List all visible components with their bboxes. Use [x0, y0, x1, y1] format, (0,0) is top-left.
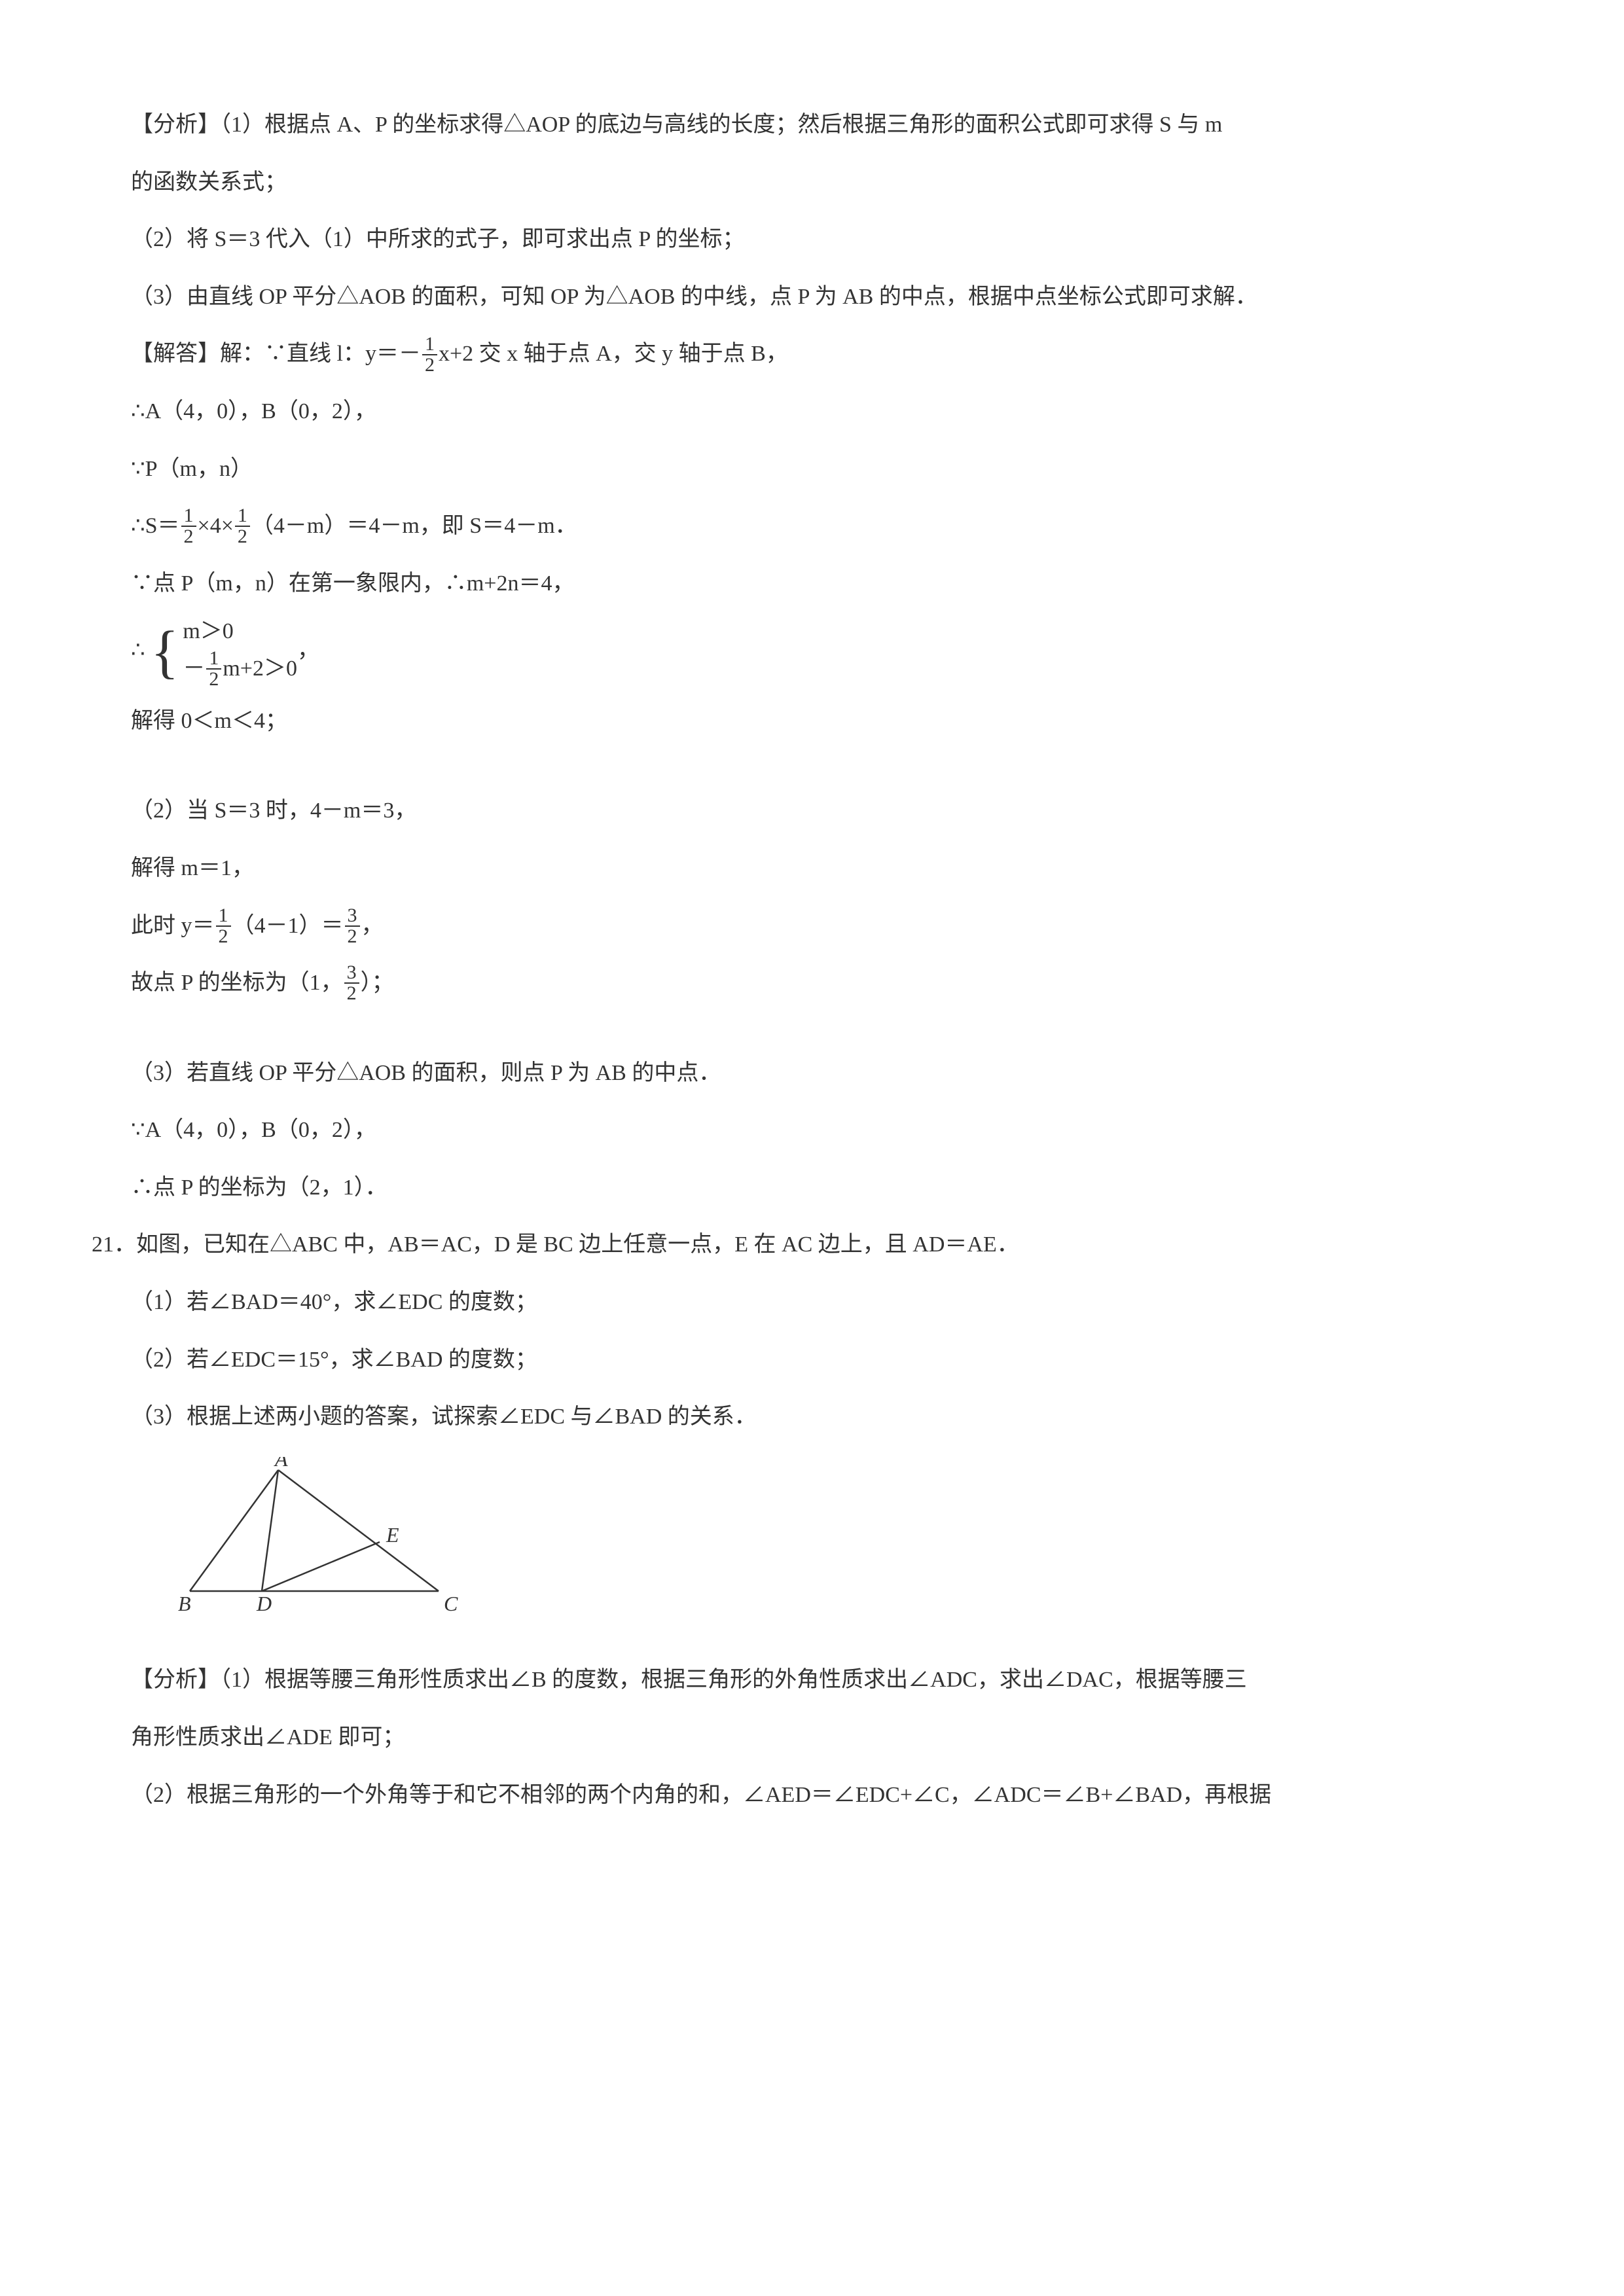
sol-l6-tail: ， — [297, 638, 319, 662]
part2-l2: 解得 m＝1， — [85, 842, 1539, 895]
svg-text:A: A — [274, 1457, 288, 1471]
brace-lines: m＞0 －12m+2＞0 — [183, 614, 297, 690]
part2-l3: 此时 y＝12（4－1）＝32， — [85, 899, 1539, 953]
analysis-block: 【分析】（1）根据点 A、P 的坐标求得△AOP 的底边与高线的长度；然后根据三… — [85, 98, 1539, 152]
sol-l1-b: x+2 交 x 轴于点 A，交 y 轴于点 B， — [439, 342, 788, 366]
q21-sub2: （2）若∠EDC＝15°，求∠BAD 的度数； — [85, 1333, 1539, 1387]
sol-l5: ∵点 P（m，n）在第一象限内，∴m+2n＝4， — [85, 557, 1539, 611]
q21-analysis-l2: 角形性质求出∠ADE 即可； — [85, 1711, 1539, 1765]
q21-sub1: （1）若∠BAD＝40°，求∠EDC 的度数； — [85, 1276, 1539, 1329]
brace-line-2b: m+2＞0 — [223, 656, 297, 681]
spacer-1 — [85, 751, 1539, 784]
triangle-figure: A B C D E — [85, 1457, 1539, 1647]
part3-l3: ∴点 P 的坐标为（2，1）． — [85, 1161, 1539, 1215]
q21-analysis-text-1: （1）根据等腰三角形性质求出∠B 的度数，根据三角形的外角性质求出∠ADC，求出… — [220, 1668, 1247, 1692]
frac-3over2-1: 32 — [345, 906, 360, 946]
frac-half-3: 12 — [235, 506, 250, 547]
sol-l6-prefix: ∴ — [131, 638, 145, 662]
sol-l4: ∴S＝12×4×12（4－m）＝4－m，即 S＝4－m． — [85, 499, 1539, 553]
analysis-label-2: 【分析】 — [131, 1668, 220, 1692]
frac-half-5: 12 — [216, 906, 231, 946]
sol-l7: 解得 0＜m＜4； — [85, 694, 1539, 748]
sol-l2: ∴A（4，0），B（0，2）， — [85, 385, 1539, 439]
q21-analysis-l3: （2）根据三角形的一个外角等于和它不相邻的两个内角的和，∠AED＝∠EDC+∠C… — [85, 1768, 1539, 1822]
svg-text:D: D — [256, 1592, 272, 1615]
sol-l3: ∵P（m，n） — [85, 442, 1539, 496]
left-brace-icon: { — [151, 629, 179, 676]
analysis-label: 【分析】 — [131, 113, 220, 137]
part2-l4: 故点 P 的坐标为（1，32）； — [85, 956, 1539, 1010]
brace-system: { m＞0 －12m+2＞0 — [151, 614, 297, 690]
sol-l6: ∴ { m＞0 －12m+2＞0 ， — [85, 614, 1539, 690]
frac-half-2: 12 — [181, 506, 196, 547]
part2-l3-c: ， — [361, 914, 384, 938]
sol-l4-b: ×4× — [198, 514, 234, 538]
triangle-svg: A B C D E — [177, 1457, 458, 1627]
page-content: 【分析】（1）根据点 A、P 的坐标求得△AOP 的底边与高线的长度；然后根据三… — [85, 98, 1539, 1821]
sol-l4-a: ∴S＝ — [131, 514, 180, 538]
solution-label: 【解答】 — [131, 342, 220, 366]
analysis-text-1: （1）根据点 A、P 的坐标求得△AOP 的底边与高线的长度；然后根据三角形的面… — [220, 113, 1222, 137]
brace-line-2a: － — [183, 656, 205, 681]
part2-l3-b: （4－1）＝ — [232, 914, 344, 938]
svg-text:C: C — [444, 1592, 458, 1615]
frac-half-1: 12 — [422, 334, 437, 375]
analysis-text-3: （2）将 S＝3 代入（1）中所求的式子，即可求出点 P 的坐标； — [85, 213, 1539, 266]
brace-line-1: m＞0 — [183, 619, 233, 643]
sol-l1-a: 解：∵直线 l：y＝－ — [220, 342, 421, 366]
part2-l4-a: 故点 P 的坐标为（1， — [131, 971, 343, 995]
svg-text:E: E — [386, 1523, 399, 1547]
q21-sub3: （3）根据上述两小题的答案，试探索∠EDC 与∠BAD 的关系． — [85, 1390, 1539, 1444]
sol-l4-c: （4－m）＝4－m，即 S＝4－m． — [251, 514, 577, 538]
part2-l4-b: ）； — [361, 971, 394, 995]
part3-l1: （3）若直线 OP 平分△AOB 的面积，则点 P 为 AB 的中点． — [85, 1047, 1539, 1100]
q21-analysis-l1: 【分析】（1）根据等腰三角形性质求出∠B 的度数，根据三角形的外角性质求出∠AD… — [85, 1653, 1539, 1707]
part3-l2: ∵A（4，0），B（0，2）， — [85, 1103, 1539, 1157]
spacer-2 — [85, 1014, 1539, 1047]
frac-3over2-2: 32 — [344, 963, 359, 1003]
analysis-text-2: 的函数关系式； — [85, 156, 1539, 209]
frac-half-4: 12 — [206, 649, 221, 689]
solution-line-1: 【解答】解：∵直线 l：y＝－12x+2 交 x 轴于点 A，交 y 轴于点 B… — [85, 327, 1539, 381]
analysis-text-4: （3）由直线 OP 平分△AOB 的面积，可知 OP 为△AOB 的中线，点 P… — [85, 270, 1539, 324]
svg-text:B: B — [178, 1592, 191, 1615]
part2-l1: （2）当 S＝3 时，4－m＝3， — [85, 784, 1539, 838]
q21-stem: 21．如图，已知在△ABC 中，AB＝AC，D 是 BC 边上任意一点，E 在 … — [46, 1218, 1539, 1272]
part2-l3-a: 此时 y＝ — [131, 914, 215, 938]
